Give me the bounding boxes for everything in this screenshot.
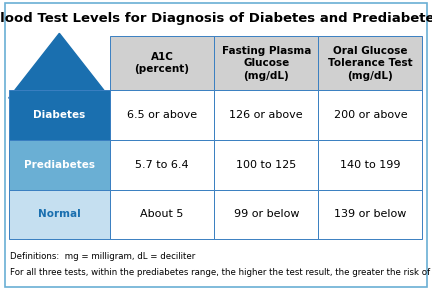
FancyBboxPatch shape (110, 90, 214, 140)
Text: Normal: Normal (38, 209, 81, 219)
Text: A1C
(percent): A1C (percent) (135, 52, 190, 74)
FancyBboxPatch shape (214, 36, 318, 90)
FancyBboxPatch shape (9, 140, 110, 190)
Text: Blood Test Levels for Diagnosis of Diabetes and Prediabetes: Blood Test Levels for Diagnosis of Diabe… (0, 12, 432, 25)
Text: 140 to 199: 140 to 199 (340, 160, 400, 170)
FancyBboxPatch shape (318, 36, 422, 90)
Text: 139 or below: 139 or below (334, 209, 407, 219)
Polygon shape (9, 33, 110, 239)
Text: For all three tests, within the prediabetes range, the higher the test result, t: For all three tests, within the prediabe… (10, 268, 432, 277)
Text: 99 or below: 99 or below (234, 209, 299, 219)
FancyBboxPatch shape (318, 190, 422, 239)
Text: 5.7 to 6.4: 5.7 to 6.4 (135, 160, 189, 170)
Text: Fasting Plasma
Glucose
(mg/dL): Fasting Plasma Glucose (mg/dL) (222, 46, 311, 81)
Text: Diabetes: Diabetes (33, 110, 86, 120)
FancyBboxPatch shape (9, 90, 110, 140)
FancyBboxPatch shape (318, 140, 422, 190)
Text: Oral Glucose
Tolerance Test
(mg/dL): Oral Glucose Tolerance Test (mg/dL) (328, 46, 413, 81)
FancyBboxPatch shape (110, 140, 214, 190)
FancyBboxPatch shape (214, 90, 318, 140)
FancyBboxPatch shape (318, 90, 422, 140)
Text: 200 or above: 200 or above (334, 110, 407, 120)
Text: Definitions:  mg = milligram, dL = deciliter: Definitions: mg = milligram, dL = decili… (10, 252, 195, 261)
FancyBboxPatch shape (110, 36, 214, 90)
Text: Prediabetes: Prediabetes (24, 160, 95, 170)
FancyBboxPatch shape (5, 3, 427, 287)
Text: About 5: About 5 (140, 209, 184, 219)
Text: 6.5 or above: 6.5 or above (127, 110, 197, 120)
FancyBboxPatch shape (110, 190, 214, 239)
Text: 100 to 125: 100 to 125 (236, 160, 296, 170)
FancyBboxPatch shape (9, 190, 110, 239)
FancyBboxPatch shape (214, 190, 318, 239)
FancyBboxPatch shape (214, 140, 318, 190)
Text: 126 or above: 126 or above (229, 110, 303, 120)
